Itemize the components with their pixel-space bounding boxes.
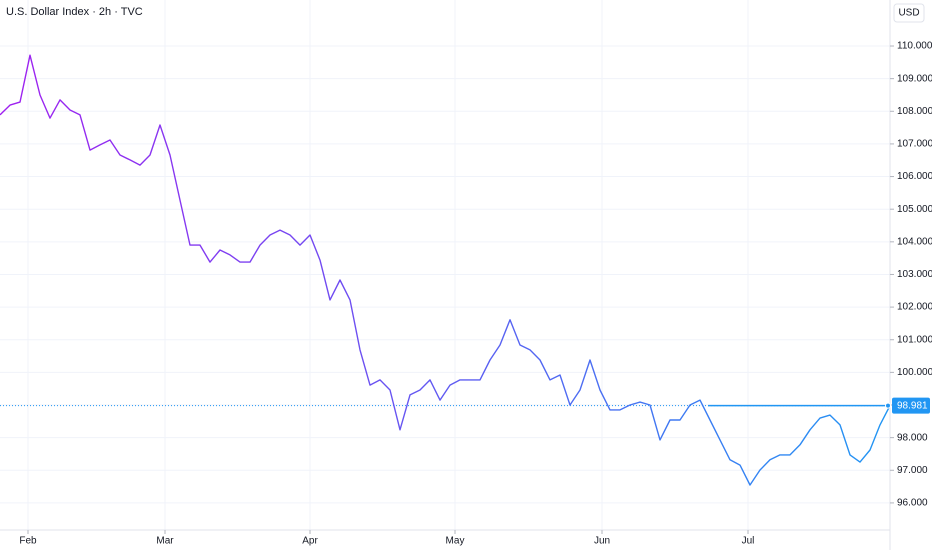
y-tick-label: 108.000 bbox=[897, 106, 932, 117]
x-tick-label: Feb bbox=[19, 536, 37, 547]
y-tick-label: 109.000 bbox=[897, 73, 932, 84]
y-tick-label: 102.000 bbox=[897, 302, 932, 313]
currency-label[interactable]: USD bbox=[898, 8, 919, 19]
price-line bbox=[0, 54, 891, 486]
currency-button[interactable] bbox=[893, 3, 925, 23]
y-tick-label: 106.000 bbox=[897, 171, 932, 182]
price-label: 98.981 bbox=[897, 400, 928, 411]
y-tick-label: 105.000 bbox=[897, 204, 932, 215]
x-tick-label: Mar bbox=[156, 536, 174, 547]
chart-title: U.S. Dollar Index · 2h · TVC bbox=[6, 6, 143, 18]
x-tick-label: Jul bbox=[742, 536, 755, 547]
y-tick-label: 104.000 bbox=[897, 236, 932, 247]
y-tick-label: 103.000 bbox=[897, 269, 932, 280]
y-tick-label: 110.000 bbox=[897, 41, 932, 52]
x-tick-label: Apr bbox=[302, 536, 318, 547]
price-label-box bbox=[892, 397, 930, 414]
x-tick-label: Jun bbox=[594, 536, 610, 547]
y-tick-label: 96.000 bbox=[897, 498, 928, 509]
y-tick-label: 107.000 bbox=[897, 139, 932, 150]
last-point bbox=[885, 402, 891, 409]
y-tick-label: 101.000 bbox=[897, 334, 932, 345]
y-tick-label: 100.000 bbox=[897, 367, 932, 378]
x-tick-label: May bbox=[446, 536, 465, 547]
y-tick-label: 98.000 bbox=[897, 432, 928, 443]
y-tick-label: 97.000 bbox=[897, 465, 928, 476]
